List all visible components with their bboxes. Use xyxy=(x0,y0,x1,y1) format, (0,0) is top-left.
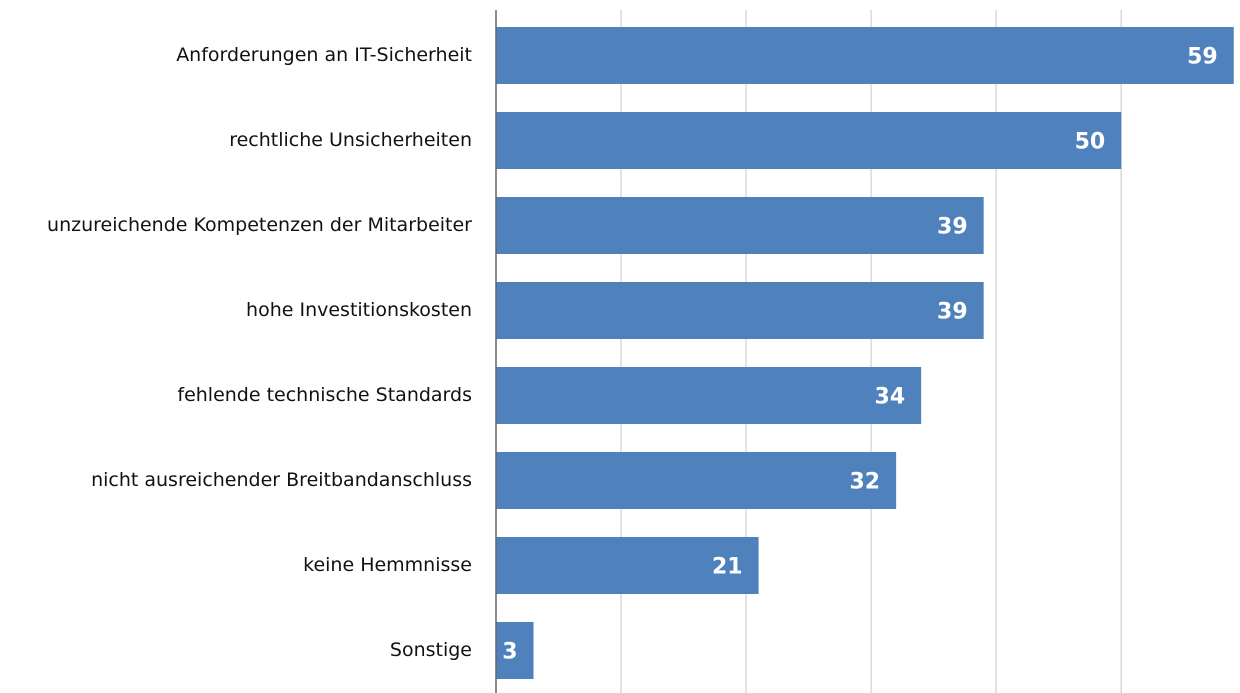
y-tick-label: fehlende technische Standards xyxy=(177,384,472,406)
value-label: 39 xyxy=(937,300,968,325)
value-label: 21 xyxy=(712,555,743,580)
bar xyxy=(496,622,534,679)
value-label: 32 xyxy=(850,470,881,495)
y-tick-label: nicht ausreichender Breitbandanschluss xyxy=(91,469,472,491)
y-tick-label: rechtliche Unsicherheiten xyxy=(229,129,472,151)
bar xyxy=(496,537,759,594)
bar xyxy=(496,367,922,424)
value-label: 39 xyxy=(937,215,968,240)
bar xyxy=(496,197,984,254)
bar xyxy=(496,27,1234,84)
value-label: 50 xyxy=(1075,130,1106,155)
y-tick-label: unzureichende Kompetenzen der Mitarbeite… xyxy=(47,214,472,236)
value-label: 3 xyxy=(502,640,517,665)
bar xyxy=(496,282,984,339)
y-tick-label: Sonstige xyxy=(390,639,472,661)
value-label: 34 xyxy=(875,385,906,410)
value-label: 59 xyxy=(1187,45,1218,70)
y-tick-label: hohe Investitionskosten xyxy=(246,299,472,321)
bar xyxy=(496,112,1122,169)
y-tick-label: keine Hemmnisse xyxy=(303,554,472,576)
y-tick-label: Anforderungen an IT-Sicherheit xyxy=(176,44,472,66)
bar xyxy=(496,452,897,509)
